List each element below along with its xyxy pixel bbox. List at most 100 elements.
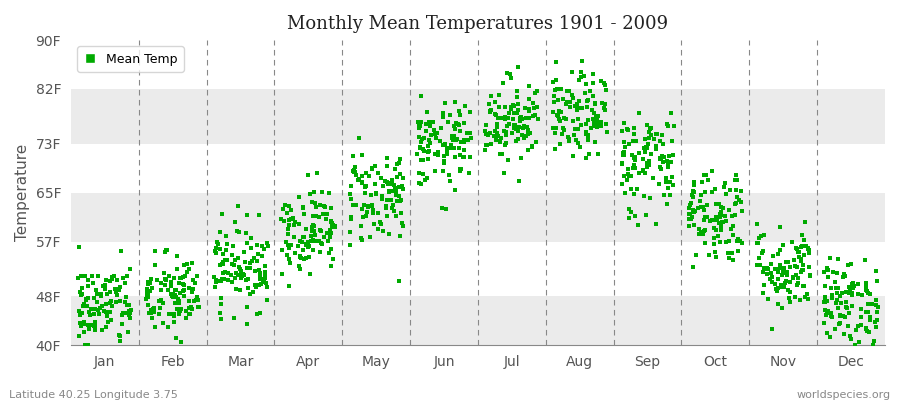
- Point: [97, 286, 112, 292]
- Point: [243, 260, 257, 266]
- Point: [696, 230, 710, 237]
- Point: [708, 216, 723, 222]
- Point: [393, 210, 408, 216]
- Point: [225, 252, 239, 258]
- Point: [355, 205, 369, 212]
- Point: [147, 308, 161, 315]
- Point: [286, 222, 301, 228]
- Point: [521, 147, 535, 153]
- Point: [143, 280, 157, 286]
- Point: [169, 306, 184, 312]
- Point: [662, 192, 677, 198]
- Point: [570, 107, 584, 113]
- Point: [259, 297, 274, 304]
- Point: [580, 104, 594, 111]
- Point: [158, 282, 172, 288]
- Point: [174, 339, 188, 345]
- Point: [817, 269, 832, 276]
- Point: [257, 274, 272, 281]
- Point: [296, 247, 310, 254]
- Point: [714, 204, 728, 210]
- Point: [681, 211, 696, 218]
- Point: [319, 216, 333, 222]
- Point: [687, 222, 701, 228]
- Point: [750, 262, 764, 268]
- Point: [436, 114, 450, 121]
- Point: [548, 87, 562, 94]
- Point: [763, 276, 778, 282]
- Point: [323, 229, 338, 236]
- Point: [393, 171, 408, 177]
- Point: [183, 305, 197, 312]
- Point: [869, 309, 884, 316]
- Point: [723, 186, 737, 193]
- Point: [778, 280, 792, 286]
- Point: [176, 281, 191, 287]
- Point: [365, 166, 380, 172]
- Point: [177, 272, 192, 279]
- Point: [802, 247, 816, 253]
- Point: [414, 181, 428, 187]
- Point: [228, 257, 242, 263]
- Point: [837, 314, 851, 320]
- Point: [712, 200, 726, 207]
- Point: [443, 112, 457, 118]
- Point: [255, 252, 269, 259]
- Point: [373, 218, 387, 225]
- Point: [569, 126, 583, 133]
- Point: [343, 242, 357, 249]
- Point: [585, 107, 599, 114]
- Point: [104, 274, 119, 280]
- Point: [256, 276, 271, 282]
- Point: [344, 196, 358, 202]
- Point: [145, 285, 159, 291]
- Point: [166, 311, 181, 317]
- Point: [573, 122, 588, 128]
- Point: [150, 276, 165, 283]
- Point: [446, 137, 460, 144]
- Point: [764, 279, 778, 286]
- Point: [587, 118, 601, 125]
- Bar: [71, 296, 885, 345]
- Point: [654, 152, 669, 159]
- Point: [775, 284, 789, 290]
- Point: [343, 229, 357, 235]
- Point: [556, 96, 571, 102]
- Point: [253, 310, 267, 316]
- Point: [636, 167, 651, 174]
- Point: [512, 118, 526, 124]
- Point: [796, 267, 810, 274]
- Point: [231, 203, 246, 210]
- Point: [454, 166, 468, 173]
- Point: [355, 172, 369, 179]
- Point: [706, 235, 721, 241]
- Point: [168, 335, 183, 341]
- Point: [76, 328, 91, 335]
- Point: [81, 322, 95, 328]
- Point: [109, 289, 123, 296]
- Point: [771, 284, 786, 291]
- Point: [757, 282, 771, 288]
- Point: [650, 131, 664, 138]
- Point: [615, 161, 629, 167]
- Point: [299, 226, 313, 232]
- Point: [775, 272, 789, 278]
- Point: [183, 311, 197, 317]
- Point: [498, 104, 512, 111]
- Point: [436, 160, 451, 166]
- Point: [140, 293, 155, 299]
- Point: [776, 282, 790, 288]
- Point: [581, 137, 596, 144]
- Point: [510, 136, 525, 142]
- Point: [598, 82, 612, 88]
- Point: [436, 168, 450, 174]
- Point: [118, 299, 132, 305]
- Point: [259, 280, 274, 286]
- Point: [787, 275, 801, 282]
- Point: [315, 211, 329, 217]
- Point: [140, 286, 154, 292]
- Point: [697, 207, 711, 214]
- Point: [624, 173, 638, 179]
- Point: [505, 130, 519, 136]
- Point: [352, 135, 366, 141]
